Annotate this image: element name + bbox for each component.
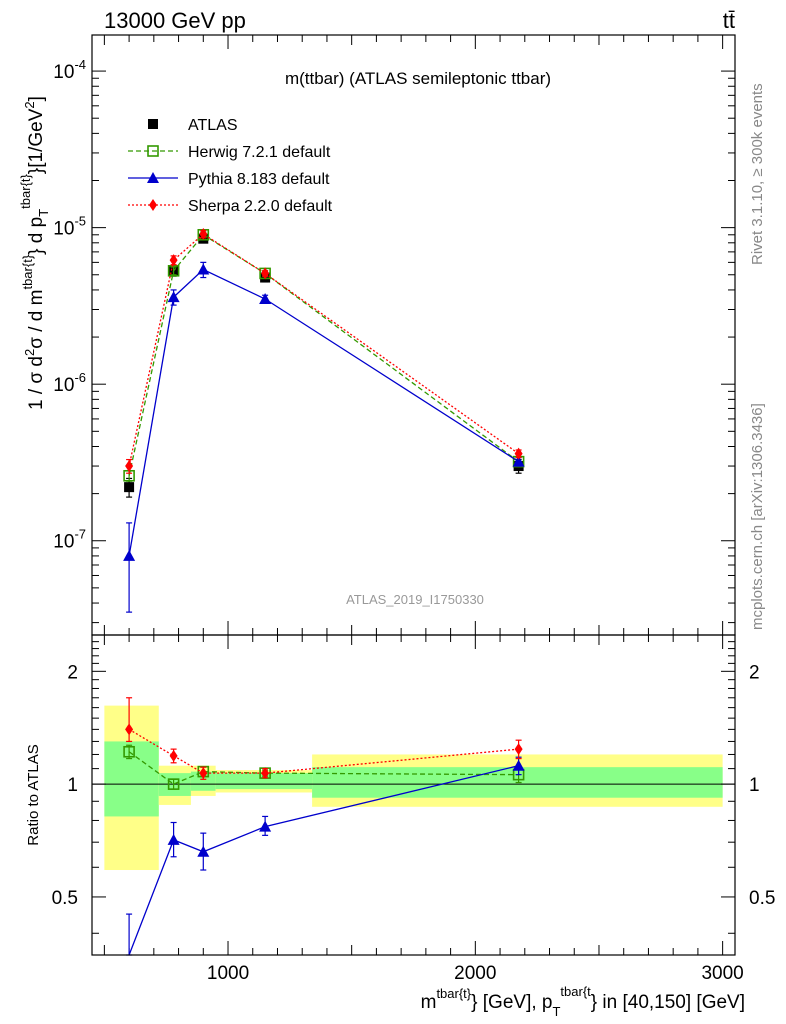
legend-atlas-marker xyxy=(148,119,158,129)
main-y-tick-label: 10-6 xyxy=(53,370,86,396)
sherpa-point xyxy=(514,743,523,756)
pythia-line xyxy=(128,268,519,557)
main-panel: 10-7 10-6 10-5 10-4 m(ttbar) (ATLAS semilep… xyxy=(18,34,736,636)
main-y-axis-title: 1 / σ d2σ / d mtbar{t}} d pTtbar{t}}[1/G… xyxy=(18,96,51,410)
uncertainty-band-inner xyxy=(215,773,313,790)
legend-sherpa-marker xyxy=(149,199,157,211)
ratio-frame xyxy=(91,634,736,956)
pythia-point xyxy=(167,291,180,303)
sherpa-point xyxy=(169,254,178,267)
herwig-point xyxy=(123,745,135,758)
legend-pythia-marker xyxy=(147,172,159,183)
pythia-point xyxy=(123,549,136,561)
sherpa-point xyxy=(514,447,523,460)
energy-label: 13000 GeV pp xyxy=(104,8,246,33)
legend-pythia-label: Pythia 8.183 default xyxy=(188,171,330,188)
ratio-y-tick-label-right: 0.5 xyxy=(749,888,775,909)
watermark: ATLAS_2019_I1750330 xyxy=(346,592,484,607)
atlas-point xyxy=(124,482,135,493)
ratio-y-tick-label: 1 xyxy=(67,775,78,796)
pythia-point xyxy=(197,845,210,857)
herwig-line xyxy=(128,233,519,476)
legend-herwig-label: Herwig 7.2.1 default xyxy=(188,144,331,161)
uncertainty-band-inner xyxy=(190,771,216,791)
sherpa-point xyxy=(199,767,208,780)
sherpa-point xyxy=(125,723,134,736)
legend-sherpa-label: Sherpa 2.2.0 default xyxy=(188,198,333,215)
x-tick-label: 1000 xyxy=(207,963,249,984)
ratio-y-axis-title: Ratio to ATLAS xyxy=(25,744,42,845)
x-axis-title: mtbar{t}} [GeV], pTtbar{t} in [40,150] [… xyxy=(421,984,745,1019)
main-y-tick-label: 10-5 xyxy=(53,214,86,240)
main-y-tick-label: 10-4 xyxy=(53,57,86,83)
pythia-point xyxy=(259,820,272,832)
ratio-panel: 1000 2000 3000 0.5 0.5 1 1 2 2 Ratio to ATLAS xyxy=(25,634,775,984)
sherpa-point xyxy=(199,228,208,241)
rivet-label: Rivet 3.1.10, ≥ 300k events xyxy=(749,83,766,265)
sherpa-point xyxy=(261,267,270,280)
main-y-tick-label: 10-7 xyxy=(53,527,86,553)
pythia-point xyxy=(197,263,210,275)
sherpa-line xyxy=(128,728,519,774)
process-label: tt̄ xyxy=(723,8,735,33)
herwig-point xyxy=(167,778,180,790)
x-tick-label: 3000 xyxy=(701,963,743,984)
pythia-point xyxy=(512,455,525,467)
pythia-point xyxy=(167,833,180,845)
legend: ATLAS Herwig 7.2.1 default Pythia 8.183 de… xyxy=(128,117,333,215)
ratio-y-tick-label-right: 1 xyxy=(749,775,760,796)
mcplots-label: mcplots.cern.ch [arXiv:1306.3436] xyxy=(749,403,766,630)
ratio-y-tick-label: 0.5 xyxy=(52,888,78,909)
legend-herwig-marker xyxy=(147,145,159,157)
sherpa-point xyxy=(125,460,134,473)
ratio-y-tick-label: 2 xyxy=(67,662,78,683)
ratio-y-tick-label-right: 2 xyxy=(749,662,760,683)
sherpa-point xyxy=(169,749,178,762)
sherpa-line xyxy=(128,233,519,467)
sherpa-point xyxy=(261,767,270,780)
x-tick-label: 2000 xyxy=(454,963,496,984)
pythia-point xyxy=(259,293,272,305)
uncertainty-band-inner xyxy=(104,741,159,817)
main-title: m(ttbar) (ATLAS semileptonic ttbar) xyxy=(285,69,551,88)
legend-atlas-label: ATLAS xyxy=(188,117,238,134)
herwig-line xyxy=(128,751,519,785)
pythia-point xyxy=(512,759,525,771)
